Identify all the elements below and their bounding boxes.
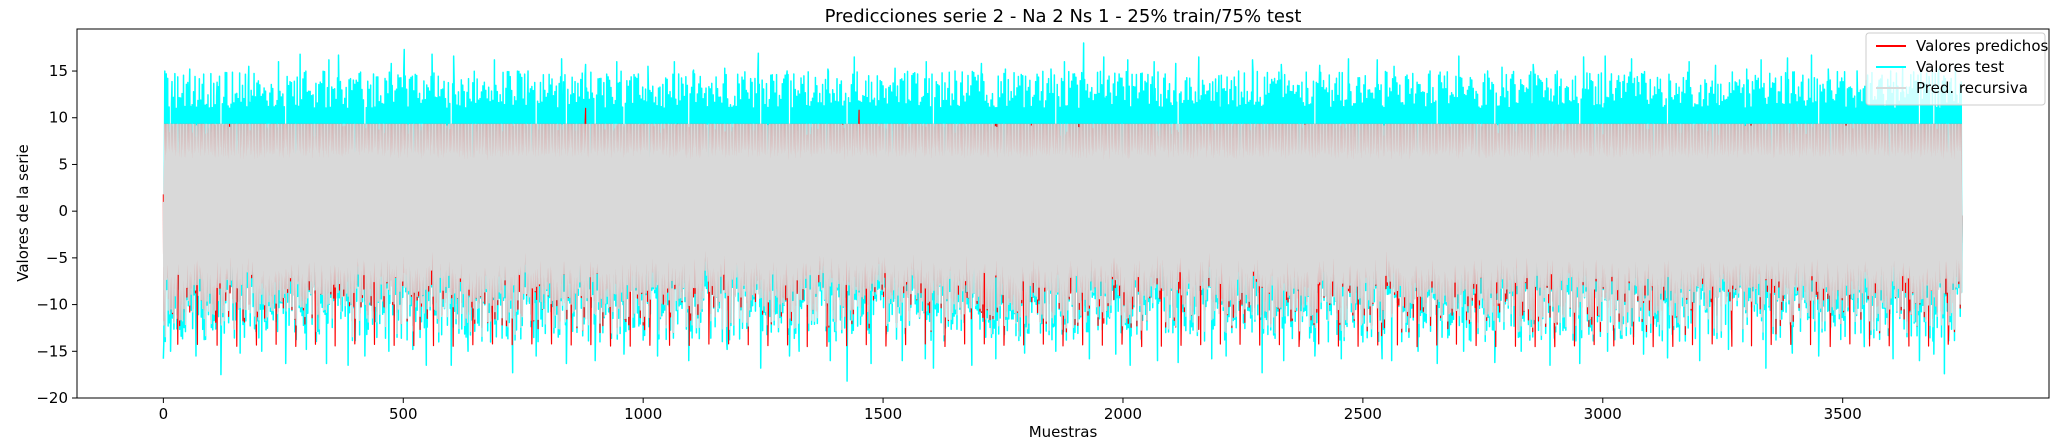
x-tick-label: 500	[389, 405, 418, 423]
legend-box	[1865, 32, 2046, 106]
y-tick-label: −10	[36, 296, 68, 314]
x-tick-label: 1500	[864, 405, 902, 423]
y-tick-label: −15	[36, 342, 68, 360]
x-tick-label: 0	[159, 405, 169, 423]
y-axis: −20 −15 −10 −5 0 5 10 15	[36, 62, 77, 407]
legend-label-recursiva: Pred. recursiva	[1916, 79, 2028, 97]
plot-frame	[76, 28, 2050, 399]
legend: Valores predichos Valores test Pred. rec…	[1865, 32, 2048, 106]
x-tick-label: 3000	[1584, 405, 1622, 423]
y-tick-label: 15	[49, 62, 68, 80]
x-tick-label: 2000	[1104, 405, 1142, 423]
x-tick-label: 1000	[624, 405, 662, 423]
x-tick-label: 3500	[1824, 405, 1862, 423]
series-line-recursiva	[162, 123, 1963, 338]
legend-label-test: Valores test	[1916, 58, 2004, 76]
legend-label-predichos: Valores predichos	[1916, 37, 2048, 55]
x-axis: 0 500 1000 1500 2000 2500 3000 3500	[159, 398, 1862, 423]
y-tick-label: −5	[46, 249, 68, 267]
x-tick-label: 2500	[1344, 405, 1382, 423]
x-axis-label: Muestras	[1029, 423, 1098, 441]
y-tick-label: −20	[36, 389, 68, 407]
plot-area-group	[162, 42, 1963, 382]
series-layer	[162, 42, 1963, 382]
chart-title: Predicciones serie 2 - Na 2 Ns 1 - 25% t…	[825, 6, 1302, 27]
y-tick-label: 0	[58, 202, 68, 220]
y-tick-label: 5	[58, 155, 68, 173]
y-axis-label: Valores de la serie	[14, 144, 32, 282]
y-tick-label: 10	[49, 109, 68, 127]
